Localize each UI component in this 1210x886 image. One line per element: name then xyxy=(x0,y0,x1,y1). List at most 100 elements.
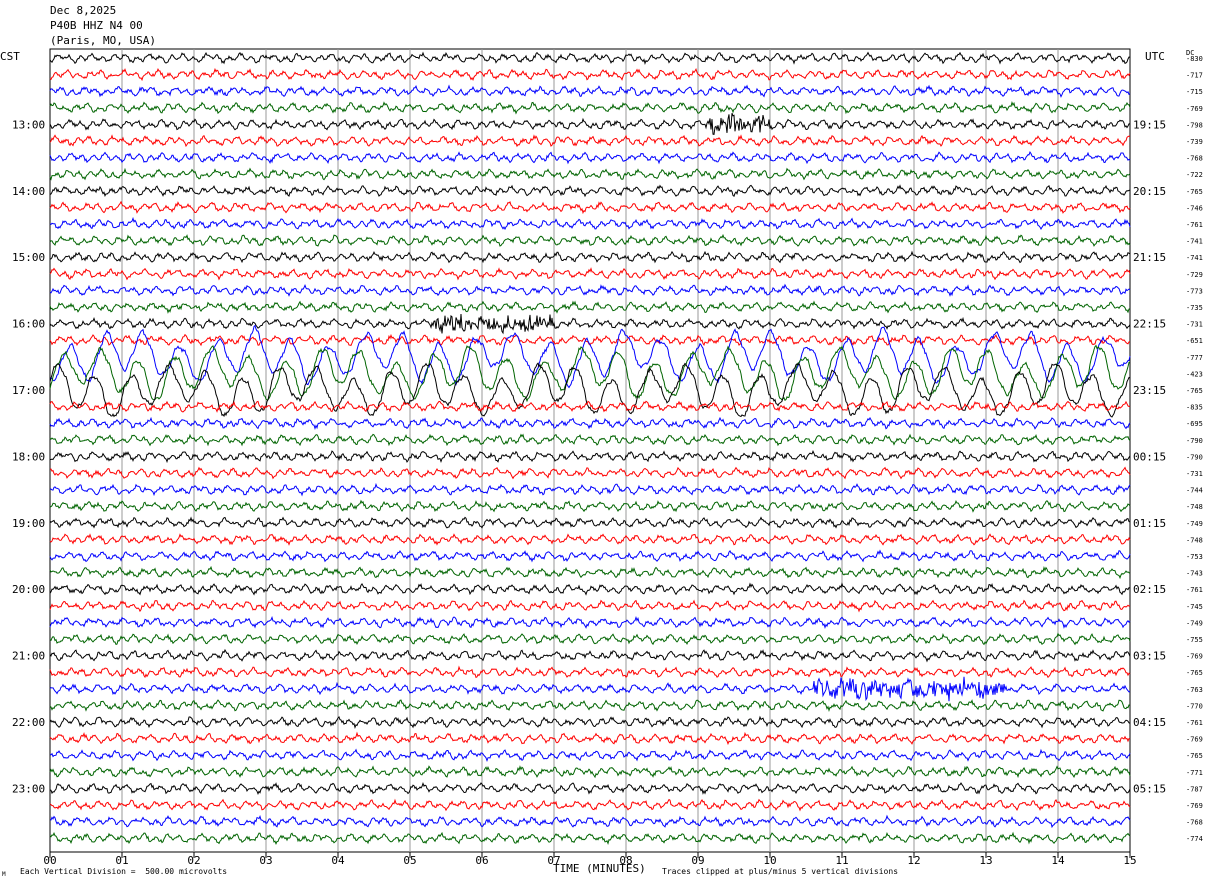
dc-value: -765 xyxy=(1186,188,1203,196)
dc-value: -749 xyxy=(1186,520,1203,528)
left-hour-label: 16:00 xyxy=(12,318,45,331)
dc-value: -830 xyxy=(1186,55,1203,63)
dc-value: -769 xyxy=(1186,105,1203,113)
x-tick-label: 02 xyxy=(187,854,200,867)
left-hour-label: 17:00 xyxy=(12,384,45,397)
trace-line xyxy=(49,765,1131,779)
dc-value: -715 xyxy=(1186,88,1203,96)
trace-line xyxy=(49,134,1131,148)
x-tick-label: 06 xyxy=(475,854,488,867)
left-hour-label: 13:00 xyxy=(12,118,45,131)
trace-line xyxy=(49,665,1131,679)
x-tick-label: 01 xyxy=(115,854,128,867)
x-tick-label: 05 xyxy=(403,854,416,867)
trace-line xyxy=(49,615,1131,629)
right-hour-label: 00:15 xyxy=(1133,450,1166,463)
dc-value: -790 xyxy=(1186,437,1203,445)
dc-value: -777 xyxy=(1186,354,1203,362)
x-tick-label: 09 xyxy=(691,854,704,867)
station-label: P40B HHZ N4 00 xyxy=(50,19,143,32)
dc-value: -749 xyxy=(1186,619,1203,627)
trace-line xyxy=(49,676,1131,702)
minute-grid xyxy=(49,48,1131,853)
dc-value: -695 xyxy=(1186,420,1203,428)
trace-line xyxy=(50,450,1131,464)
trace-line xyxy=(49,84,1131,98)
x-tick-label: 13 xyxy=(979,854,992,867)
trace-line xyxy=(49,715,1131,730)
dc-value: -748 xyxy=(1186,503,1203,511)
trace-line xyxy=(49,699,1131,712)
trace-line xyxy=(49,283,1131,297)
left-hour-label: 22:00 xyxy=(12,716,45,729)
trace-line xyxy=(49,648,1131,663)
trace-line xyxy=(49,466,1131,480)
dc-value: -761 xyxy=(1186,719,1203,727)
trace-line xyxy=(49,67,1131,82)
right-hour-label: 19:15 xyxy=(1133,118,1166,131)
dc-value: -731 xyxy=(1186,321,1203,329)
dc-value: -741 xyxy=(1186,254,1203,262)
dc-label: DC xyxy=(1186,49,1195,57)
trace-line xyxy=(49,324,1131,389)
right-hour-label: 20:15 xyxy=(1133,185,1166,198)
left-hour-label: 15:00 xyxy=(12,251,45,264)
corner-mark: M xyxy=(2,871,6,878)
right-hour-label: 05:15 xyxy=(1133,782,1166,795)
dc-value: -753 xyxy=(1186,553,1203,561)
dc-value: -763 xyxy=(1186,686,1203,694)
x-axis: 00 01 02 03 04 05 06 07 08 09 10 11 12 13 14 15 13:00 19:… xyxy=(12,118,1166,867)
trace-line xyxy=(49,300,1131,314)
dc-value: -735 xyxy=(1186,304,1203,312)
dc-value: -729 xyxy=(1186,271,1203,279)
left-hour-label: 19:00 xyxy=(12,517,45,530)
dc-value: -773 xyxy=(1186,287,1203,295)
trace-line xyxy=(49,533,1131,546)
dc-value: -770 xyxy=(1186,702,1203,710)
traces: -830 -717 -715 -769 -798 -739 -768 -722 -765 -746… xyxy=(49,51,1203,846)
left-hour-label: 20:00 xyxy=(12,583,45,596)
trace-line xyxy=(49,233,1131,247)
dc-value: -741 xyxy=(1186,238,1203,246)
dc-value: -765 xyxy=(1186,752,1203,760)
right-hour-label: 02:15 xyxy=(1133,583,1166,596)
dc-value: -771 xyxy=(1186,769,1203,777)
x-tick-label: 11 xyxy=(835,854,848,867)
x-tick-label: 12 xyxy=(907,854,920,867)
dc-value: -722 xyxy=(1186,171,1203,179)
trace-line xyxy=(49,400,1131,413)
dc-value: -798 xyxy=(1186,121,1203,129)
dc-value: -745 xyxy=(1186,603,1203,611)
dc-value: -743 xyxy=(1186,570,1203,578)
date-label: Dec 8,2025 xyxy=(50,4,117,17)
dc-value: -717 xyxy=(1186,72,1203,80)
trace-line xyxy=(49,731,1131,746)
dc-value: -423 xyxy=(1186,370,1203,378)
trace-line xyxy=(49,361,1131,418)
trace-line xyxy=(49,216,1131,231)
left-hour-label: 18:00 xyxy=(12,450,45,463)
trace-line xyxy=(49,101,1131,115)
dc-value: -768 xyxy=(1186,819,1203,827)
left-hour-label: 14:00 xyxy=(12,185,45,198)
x-tick-label: 10 xyxy=(763,854,776,867)
location-label: (Paris, MO, USA) xyxy=(50,34,156,47)
right-hour-label: 21:15 xyxy=(1133,251,1166,264)
dc-value: -761 xyxy=(1186,221,1203,229)
trace-line xyxy=(49,482,1131,497)
right-hour-label: 04:15 xyxy=(1133,716,1166,729)
trace-line xyxy=(49,516,1131,529)
right-hour-label: 22:15 xyxy=(1133,318,1166,331)
trace-line xyxy=(49,814,1131,829)
plot-frame xyxy=(49,48,1131,853)
dc-value: -731 xyxy=(1186,470,1203,478)
x-axis-title: TIME (MINUTES) xyxy=(553,862,646,875)
dc-value: -787 xyxy=(1186,785,1203,793)
left-timezone-label: CST xyxy=(0,50,20,63)
trace-line xyxy=(49,748,1131,762)
trace-line xyxy=(49,200,1131,215)
x-tick-label: 15 xyxy=(1123,854,1136,867)
trace-line xyxy=(49,267,1131,281)
dc-value: -790 xyxy=(1186,453,1203,461)
right-hour-label: 01:15 xyxy=(1133,517,1166,530)
